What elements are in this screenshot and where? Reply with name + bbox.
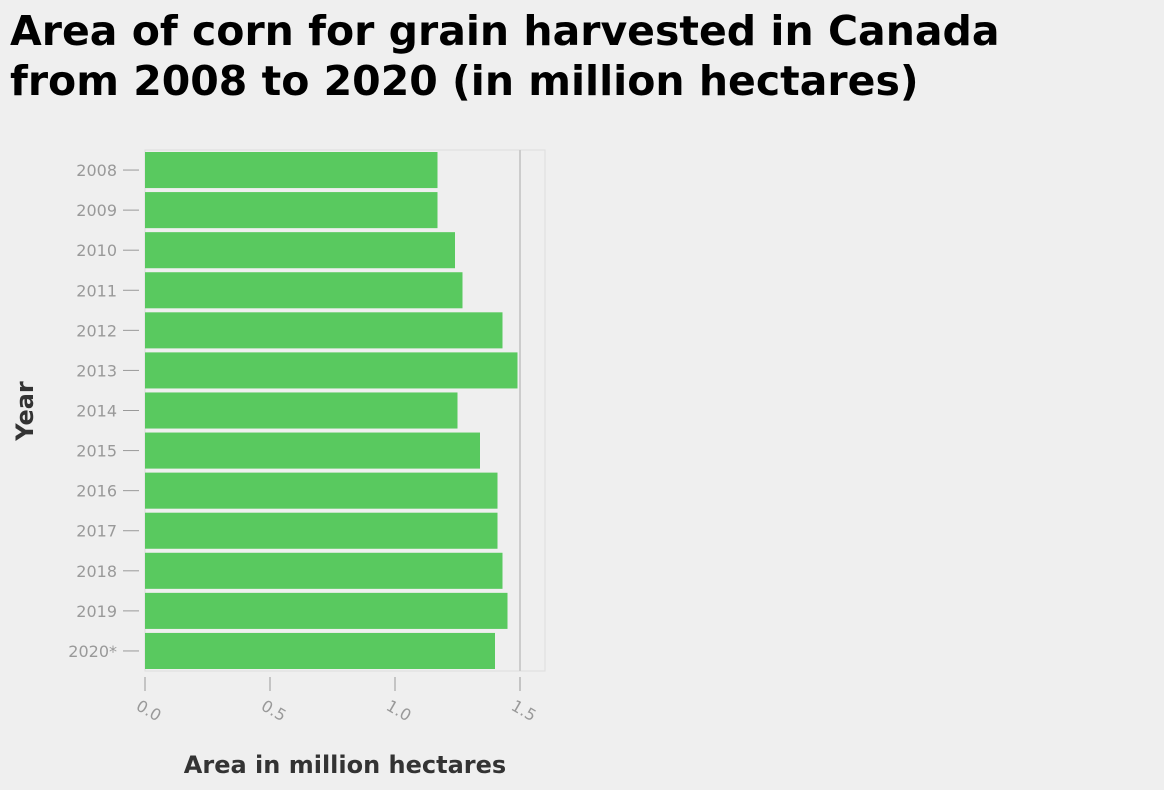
bar-2019: [145, 592, 508, 629]
y-tick-label: 2014: [76, 402, 117, 421]
bar-2011: [145, 272, 463, 309]
y-tick-label: 2011: [76, 281, 117, 300]
y-axis-title: Year: [11, 381, 39, 442]
y-tick-label: 2012: [76, 321, 117, 340]
x-tick-label: 1.5: [508, 696, 540, 725]
y-tick-label: 2008: [76, 161, 117, 180]
y-tick-label: 2018: [76, 562, 117, 581]
x-tick-label: 1.0: [383, 696, 415, 725]
bar-2009: [145, 192, 438, 229]
bar-2015: [145, 432, 480, 469]
y-tick-label: 2009: [76, 201, 117, 220]
y-tick-label: 2019: [76, 602, 117, 621]
bar-2018: [145, 552, 503, 589]
chart-title-line-1: Area of corn for grain harvested in Cana…: [10, 7, 1000, 55]
chart-title: Area of corn for grain harvested in Cana…: [10, 6, 1160, 106]
bar-2014: [145, 392, 458, 429]
bar-2012: [145, 312, 503, 349]
x-axis-title: Area in million hectares: [184, 751, 506, 779]
y-axis: 2008 2009 2010 2011 2012 2013 2014 2015 2016 2017…: [68, 161, 139, 661]
bar-2016: [145, 472, 498, 509]
bar-2008: [145, 152, 438, 189]
y-tick-label: 2013: [76, 361, 117, 380]
bar-2017: [145, 512, 498, 549]
y-tick-label: 2015: [76, 442, 117, 461]
bars: [145, 152, 518, 669]
bar-2010: [145, 232, 455, 269]
bar-2013: [145, 352, 518, 389]
x-tick-label: 0.5: [258, 696, 290, 725]
y-tick-label: 2010: [76, 241, 117, 260]
chart-title-line-2: from 2008 to 2020 (in million hectares): [10, 57, 919, 105]
x-tick-label: 0.0: [133, 696, 165, 725]
y-tick-label: 2016: [76, 482, 117, 501]
bar-2020: [145, 632, 495, 669]
x-axis: 0.0 0.5 1.0 1.5: [133, 677, 540, 725]
y-tick-label: 2017: [76, 522, 117, 541]
y-tick-label: 2020*: [68, 642, 117, 661]
